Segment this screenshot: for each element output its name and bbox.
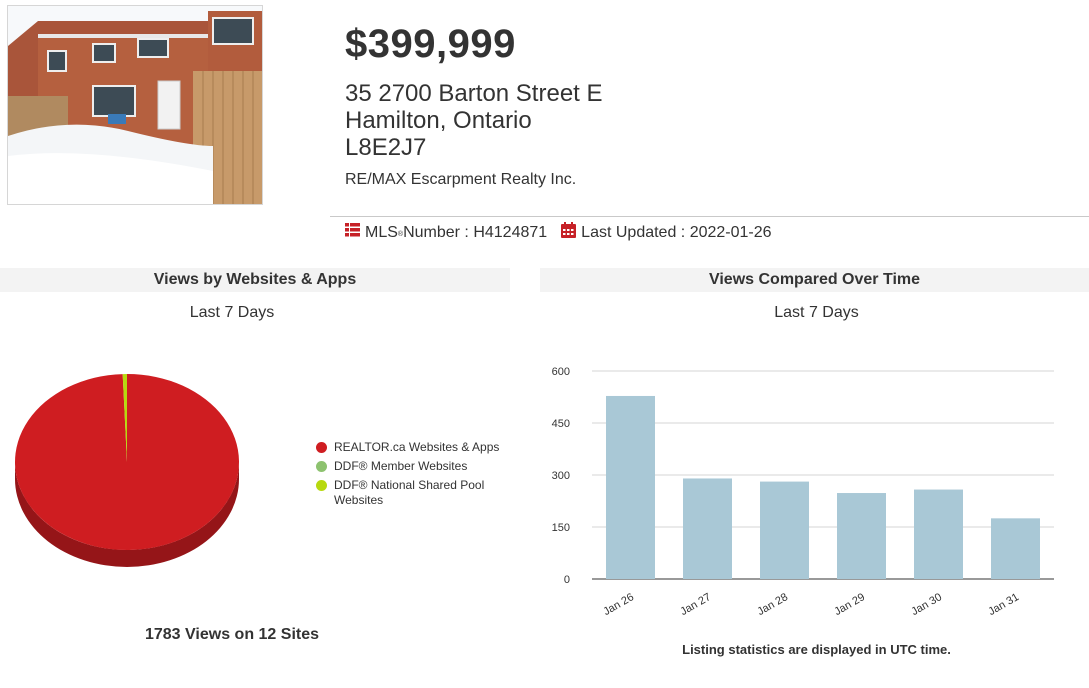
y-tick-label: 0	[564, 574, 570, 586]
x-tick-label: Jan 27	[678, 591, 713, 618]
brokerage-name: RE/MAX Escarpment Realty Inc.	[345, 171, 577, 188]
legend-dot-ddf-member	[316, 461, 327, 472]
address-line-2: Hamilton, Ontario	[345, 107, 532, 134]
listing-meta: MLS ® Number : H4124871 Last Updated : 20…	[345, 222, 772, 243]
calendar-icon	[561, 222, 577, 243]
postal-code: L8E2J7	[345, 134, 427, 161]
legend-item-realtor[interactable]: REALTOR.ca Websites & Apps	[316, 440, 504, 455]
legend-dot-ddf-pool	[316, 480, 327, 491]
listing-price: $399,999	[345, 22, 516, 66]
address-line-1: 35 2700 Barton Street E	[345, 80, 603, 107]
pie-legend: REALTOR.ca Websites & Apps DDF® Member W…	[316, 440, 504, 512]
bar-1[interactable]	[683, 478, 732, 579]
header-divider	[330, 216, 1089, 217]
views-by-websites-header: Views by Websites & Apps	[0, 268, 510, 292]
y-tick-label: 450	[552, 418, 570, 430]
legend-label-ddf-pool: DDF® National Shared Pool Websites	[334, 478, 485, 507]
views-bar-chart[interactable]: 0 150 300 450 600 Jan 26 Jan 27 Jan 28 Jan 29 Jan…	[540, 355, 1089, 630]
x-tick-label: Jan 29	[832, 591, 867, 618]
utc-note: Listing statistics are displayed in UTC …	[682, 642, 951, 657]
list-icon	[345, 223, 360, 242]
x-tick-label: Jan 30	[909, 591, 944, 618]
house-photo-icon	[8, 6, 262, 204]
bar-4[interactable]	[914, 489, 963, 579]
pie-slice-2[interactable]	[122, 374, 127, 462]
legend-label-realtor: REALTOR.ca Websites & Apps	[334, 440, 500, 454]
mls-registered-mark: ®	[397, 231, 404, 238]
y-tick-label: 150	[552, 522, 570, 534]
listing-address: 35 2700 Barton Street E Hamilton, Ontari…	[345, 80, 603, 161]
views-over-time-header: Views Compared Over Time	[540, 268, 1089, 292]
legend-dot-realtor	[316, 442, 327, 453]
x-tick-label: Jan 31	[986, 591, 1021, 618]
mls-label: MLS	[365, 223, 398, 241]
bar-5[interactable]	[991, 518, 1040, 579]
bar-2[interactable]	[760, 481, 809, 579]
x-tick-label: Jan 26	[601, 591, 636, 618]
views-pie-chart[interactable]	[0, 340, 300, 600]
legend-item-ddf-pool[interactable]: DDF® National Shared Pool Websites	[316, 478, 504, 508]
pie-slice-0[interactable]	[14, 374, 239, 550]
bar-3[interactable]	[837, 493, 886, 579]
y-tick-label: 300	[552, 470, 570, 482]
last-updated: Last Updated : 2022-01-26	[581, 223, 772, 241]
pie-side-wall	[15, 462, 239, 567]
x-tick-label: Jan 28	[755, 591, 790, 618]
listing-photo[interactable]	[7, 5, 263, 205]
legend-item-ddf-member[interactable]: DDF® Member Websites	[316, 459, 504, 474]
left-panel-subtitle: Last 7 Days	[189, 304, 275, 321]
legend-label-ddf-member: DDF® Member Websites	[334, 459, 468, 473]
right-panel-subtitle: Last 7 Days	[774, 304, 859, 321]
views-total: 1783 Views on 12 Sites	[144, 626, 320, 643]
bar-0[interactable]	[606, 395, 655, 579]
y-tick-label: 600	[552, 366, 570, 378]
mls-number: Number : H4124871	[403, 223, 548, 241]
